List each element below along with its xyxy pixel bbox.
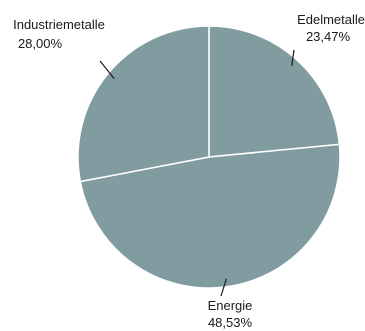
slice-value-industriemetalle: 28,00% [18, 36, 63, 51]
pie-slice-edelmetalle [208, 25, 341, 158]
pie-slice-industriemetalle [77, 25, 210, 183]
slice-label-edelmetalle: Edelmetalle [297, 12, 365, 27]
leader-line-edelmetalle [291, 49, 295, 67]
leader-line-energie [220, 278, 228, 297]
leader-lines [99, 49, 295, 297]
slice-value-energie: 48,53% [208, 315, 253, 330]
leader-line-industriemetalle [99, 60, 115, 79]
slice-label-industriemetalle: Industriemetalle [13, 17, 105, 32]
slice-value-edelmetalle: 23,47% [306, 29, 351, 44]
slice-label-energie: Energie [208, 298, 253, 313]
pie-slice-energie [79, 143, 341, 289]
pie-slices [77, 25, 341, 289]
